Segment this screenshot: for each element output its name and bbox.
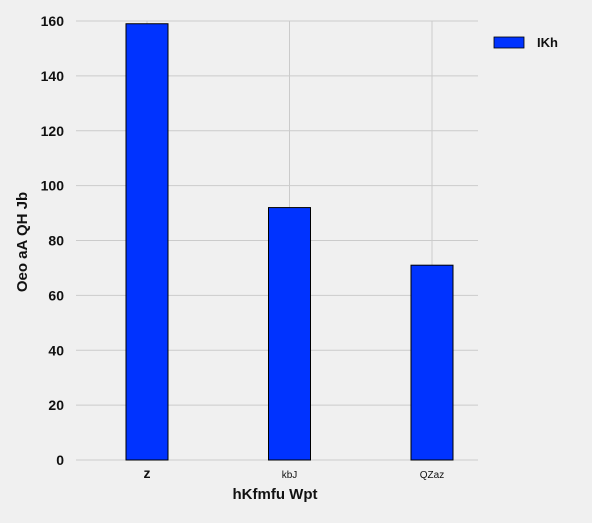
y-axis-label: Oeo aA QH Jb bbox=[14, 192, 31, 292]
y-tick-label: 60 bbox=[48, 287, 64, 303]
x-tick-label: kbJ bbox=[282, 470, 298, 481]
y-tick-label: 0 bbox=[56, 452, 64, 468]
bars bbox=[125, 23, 454, 461]
y-tick-label: 120 bbox=[41, 123, 65, 139]
bar-QZaz bbox=[410, 264, 454, 461]
x-axis-label: hKfmfu Wpt bbox=[233, 486, 318, 503]
x-tick-labels: z kbJ QZaz bbox=[144, 465, 445, 481]
legend-swatch bbox=[493, 36, 525, 49]
y-tick-label: 40 bbox=[48, 342, 64, 358]
y-tick-label: 140 bbox=[41, 68, 65, 84]
legend-label: IKh bbox=[537, 35, 558, 50]
bar-z bbox=[125, 23, 169, 461]
y-tick-label: 160 bbox=[41, 13, 65, 29]
y-tick-labels: 0 20 40 60 80 100 120 140 160 bbox=[41, 13, 65, 468]
x-tick-label: z bbox=[144, 465, 151, 481]
y-tick-label: 20 bbox=[48, 397, 64, 413]
bar-kbJ bbox=[268, 207, 311, 461]
y-tick-label: 100 bbox=[41, 178, 65, 194]
y-tick-label: 80 bbox=[48, 233, 64, 249]
x-tick-label: QZaz bbox=[420, 470, 444, 481]
legend: IKh bbox=[493, 35, 558, 50]
